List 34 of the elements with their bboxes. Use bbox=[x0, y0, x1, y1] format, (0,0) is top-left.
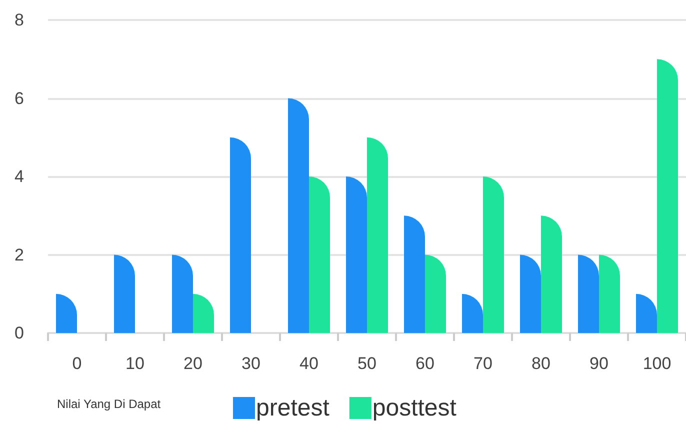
bar bbox=[114, 254, 135, 333]
bar bbox=[520, 254, 541, 333]
bar bbox=[578, 254, 599, 333]
x-tick-label: 40 bbox=[300, 354, 318, 373]
bar bbox=[599, 254, 620, 333]
legend-label: posttest bbox=[372, 394, 457, 422]
bar bbox=[346, 176, 367, 333]
legend-label: pretest bbox=[256, 394, 330, 422]
bar bbox=[541, 216, 562, 333]
y-tick-label: 4 bbox=[14, 167, 24, 186]
y-tick-label: 6 bbox=[14, 88, 24, 108]
bar bbox=[172, 254, 193, 333]
x-tick-label: 90 bbox=[590, 354, 608, 373]
x-tick-label: 30 bbox=[242, 354, 260, 373]
x-tick-label: 10 bbox=[126, 354, 144, 373]
y-tick-label: 8 bbox=[14, 10, 24, 30]
bar bbox=[309, 176, 330, 333]
x-tick-label: 50 bbox=[358, 354, 376, 373]
x-axis-title: Nilai Yang Di Dapat bbox=[57, 397, 162, 411]
x-tick-label: 0 bbox=[72, 354, 82, 373]
bar bbox=[230, 137, 251, 333]
x-tick-label: 60 bbox=[416, 354, 434, 373]
bar bbox=[288, 98, 309, 333]
bar bbox=[483, 176, 504, 333]
x-tick-label: 70 bbox=[474, 354, 492, 373]
bar bbox=[425, 254, 446, 333]
bar bbox=[367, 137, 388, 333]
x-tick-label: 20 bbox=[184, 354, 202, 373]
x-tick-label: 80 bbox=[532, 354, 550, 373]
bar bbox=[404, 216, 425, 333]
y-tick-label: 0 bbox=[14, 324, 24, 342]
bar bbox=[657, 59, 678, 333]
y-tick-label: 2 bbox=[14, 245, 24, 264]
x-tick-label: 100 bbox=[642, 354, 672, 373]
